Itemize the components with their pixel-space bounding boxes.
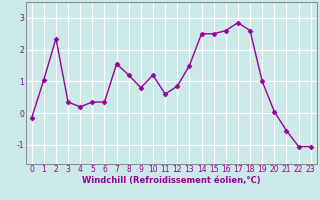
X-axis label: Windchill (Refroidissement éolien,°C): Windchill (Refroidissement éolien,°C): [82, 176, 260, 185]
